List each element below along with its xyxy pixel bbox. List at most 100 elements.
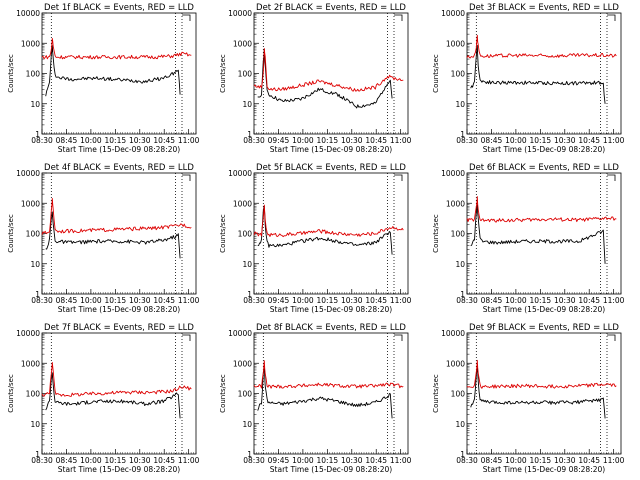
chart-panel-8: Det 8f BLACK = Events, RED = LLD 1 10 100 10… <box>219 323 412 474</box>
x-tick-label: 10:30 <box>129 456 151 465</box>
x-axis-label: Start Time (15-Dec-09 08:28:20) <box>483 465 605 474</box>
x-tick-label: 10:30 <box>554 456 576 465</box>
y-tick-label: 10 <box>242 100 252 109</box>
y-axis-label: Counts/sec <box>7 54 15 93</box>
y-tick-label: 1000 <box>233 199 252 208</box>
x-tick-label: 10:15 <box>317 456 339 465</box>
y-tick-label: 10000 <box>16 329 40 338</box>
y-tick-label: 1000 <box>233 39 252 48</box>
series-line-events <box>257 205 393 255</box>
plot-frame <box>466 12 622 135</box>
x-tick-label: 09:45 <box>268 136 290 145</box>
y-tick-label: 10 <box>30 100 40 109</box>
plot-frame <box>41 172 197 295</box>
x-axis-label: Start Time (15-Dec-09 08:28:20) <box>58 145 180 154</box>
chart-panel-7: Det 7f BLACK = Events, RED = LLD 1 10 100 10… <box>7 323 200 474</box>
x-axis-label: Start Time (15-Dec-09 08:28:20) <box>270 145 392 154</box>
chart-title: Det 1f BLACK = Events, RED = LLD <box>44 3 194 13</box>
x-tick-label: 10:30 <box>341 296 363 305</box>
y-axis-label: Counts/sec <box>432 54 440 93</box>
y-tick-label: 10000 <box>228 329 252 338</box>
y-tick-label: 10000 <box>228 9 252 18</box>
x-tick-label: 10:30 <box>554 296 576 305</box>
corner-mark <box>394 14 403 21</box>
x-tick-label: 11:00 <box>178 296 200 305</box>
x-tick-label: 10:15 <box>105 136 127 145</box>
x-tick-label: 08:30 <box>243 456 265 465</box>
chart-panel-1: Det 1f BLACK = Events, RED = LLD 1 10 100 10… <box>7 3 200 154</box>
x-tick-label: 10:00 <box>80 136 102 145</box>
chart-title: Det 9f BLACK = Events, RED = LLD <box>469 323 619 333</box>
y-tick-label: 10000 <box>228 169 252 178</box>
x-tick-label: 10:45 <box>578 456 600 465</box>
chart-title: Det 5f BLACK = Events, RED = LLD <box>256 163 406 173</box>
x-tick-label: 09:45 <box>268 296 290 305</box>
x-tick-label: 10:15 <box>105 456 127 465</box>
y-axis-label: Counts/sec <box>432 374 440 413</box>
x-tick-label: 08:45 <box>481 296 503 305</box>
series-line-lld <box>253 360 404 389</box>
series-line-events <box>470 44 606 104</box>
series-line-lld <box>41 362 192 397</box>
y-tick-label: 1 <box>247 290 252 299</box>
x-tick-label: 10:00 <box>80 456 102 465</box>
y-tick-label: 100 <box>26 230 41 239</box>
chart-title: Det 8f BLACK = Events, RED = LLD <box>256 323 406 333</box>
x-tick-label: 10:45 <box>578 296 600 305</box>
x-tick-label: 11:00 <box>603 136 625 145</box>
chart-panel-4: Det 4f BLACK = Events, RED = LLD 1 10 100 10… <box>7 163 200 314</box>
chart-panel-2: Det 2f BLACK = Events, RED = LLD 1 10 100 10… <box>219 3 412 154</box>
chart-title: Det 6f BLACK = Events, RED = LLD <box>469 163 619 173</box>
chart-panel-5: Det 5f BLACK = Events, RED = LLD 1 10 100 10… <box>219 163 412 314</box>
y-tick-label: 10000 <box>441 169 465 178</box>
y-axis-label: Counts/sec <box>219 54 227 93</box>
x-tick-label: 11:00 <box>390 456 412 465</box>
y-tick-label: 100 <box>26 70 41 79</box>
x-tick-label: 10:15 <box>530 136 552 145</box>
y-tick-label: 100 <box>451 390 466 399</box>
plot-frame <box>41 332 197 455</box>
y-tick-label: 1000 <box>446 39 465 48</box>
x-axis-label: Start Time (15-Dec-09 08:28:20) <box>58 465 180 474</box>
corner-mark <box>182 174 191 181</box>
chart-panel-6: Det 6f BLACK = Events, RED = LLD 1 10 100 10… <box>432 163 625 314</box>
x-tick-label: 10:30 <box>129 136 151 145</box>
y-axis-label: Counts/sec <box>7 374 15 413</box>
x-axis-label: Start Time (15-Dec-09 08:28:20) <box>270 465 392 474</box>
x-tick-label: 08:30 <box>31 456 53 465</box>
y-tick-label: 100 <box>26 390 41 399</box>
y-tick-label: 100 <box>451 70 466 79</box>
x-tick-label: 08:30 <box>243 296 265 305</box>
x-tick-label: 08:30 <box>31 136 53 145</box>
x-tick-label: 08:30 <box>456 456 478 465</box>
x-tick-label: 10:00 <box>292 456 314 465</box>
series-line-lld <box>41 37 192 60</box>
corner-mark <box>394 334 403 341</box>
x-tick-label: 08:45 <box>481 456 503 465</box>
x-tick-label: 08:45 <box>56 296 78 305</box>
x-tick-label: 10:45 <box>153 136 175 145</box>
y-tick-label: 10000 <box>441 9 465 18</box>
series-line-events <box>45 45 181 97</box>
plot-frame <box>466 172 622 295</box>
y-tick-label: 10 <box>30 260 40 269</box>
x-tick-label: 10:30 <box>341 456 363 465</box>
series-line-events <box>470 204 606 264</box>
y-tick-label: 10 <box>455 100 465 109</box>
series-line-events <box>45 211 181 259</box>
y-tick-label: 10 <box>455 260 465 269</box>
y-tick-label: 1000 <box>21 359 40 368</box>
plot-frame <box>253 12 409 135</box>
plot-frame <box>466 332 622 455</box>
corner-mark <box>182 334 191 341</box>
x-tick-label: 10:15 <box>530 456 552 465</box>
series-line-events <box>257 368 393 419</box>
series-line-events <box>257 48 393 109</box>
y-tick-label: 10 <box>30 420 40 429</box>
y-tick-label: 100 <box>238 230 253 239</box>
x-tick-label: 08:30 <box>31 296 53 305</box>
corner-mark <box>607 174 616 181</box>
series-line-lld <box>466 359 617 389</box>
y-tick-label: 1 <box>35 290 40 299</box>
